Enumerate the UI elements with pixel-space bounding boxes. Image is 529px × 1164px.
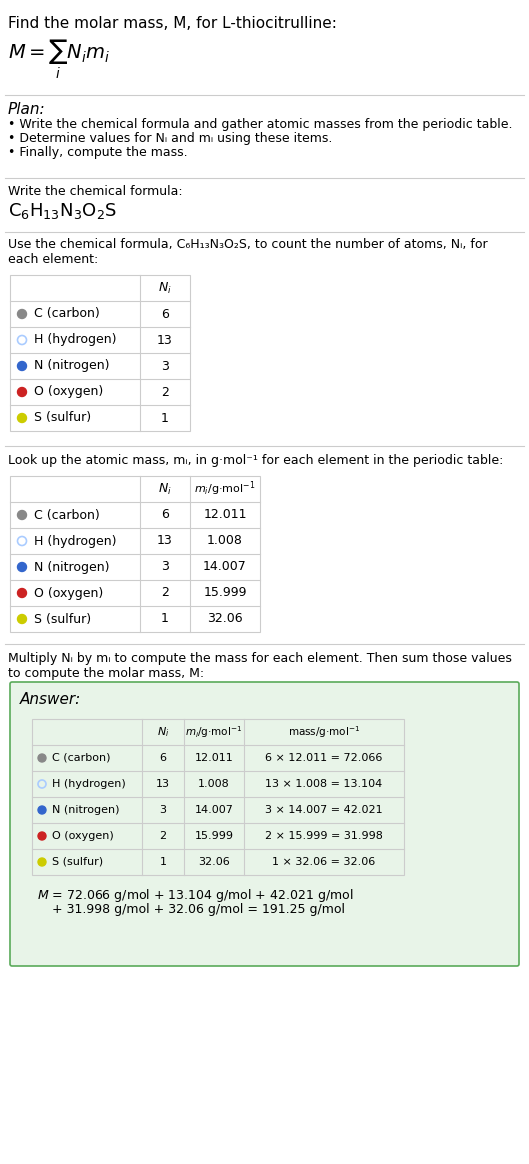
Text: $m_i$/g·mol$^{-1}$: $m_i$/g·mol$^{-1}$ xyxy=(185,724,243,740)
Text: • Write the chemical formula and gather atomic masses from the periodic table.: • Write the chemical formula and gather … xyxy=(8,118,513,132)
Text: C (carbon): C (carbon) xyxy=(34,509,100,521)
Text: Find the molar mass, M, for L-thiocitrulline:: Find the molar mass, M, for L-thiocitrul… xyxy=(8,16,337,31)
Text: 1.008: 1.008 xyxy=(207,534,243,547)
Text: 6 × 12.011 = 72.066: 6 × 12.011 = 72.066 xyxy=(266,753,382,762)
Text: 15.999: 15.999 xyxy=(195,831,233,842)
Text: 3: 3 xyxy=(161,360,169,372)
Text: H (hydrogen): H (hydrogen) xyxy=(52,779,126,789)
Text: C (carbon): C (carbon) xyxy=(34,307,100,320)
Text: 1.008: 1.008 xyxy=(198,779,230,789)
Text: 3 × 14.007 = 42.021: 3 × 14.007 = 42.021 xyxy=(265,805,383,815)
Circle shape xyxy=(17,615,26,624)
Text: 1: 1 xyxy=(161,612,169,625)
Text: 2 × 15.999 = 31.998: 2 × 15.999 = 31.998 xyxy=(265,831,383,842)
Circle shape xyxy=(38,832,46,840)
Text: Use the chemical formula, C₆H₁₃N₃O₂S, to count the number of atoms, Nᵢ, for
each: Use the chemical formula, C₆H₁₃N₃O₂S, to… xyxy=(8,237,488,267)
Text: N (nitrogen): N (nitrogen) xyxy=(34,561,110,574)
Text: 6: 6 xyxy=(161,307,169,320)
Text: $N_i$: $N_i$ xyxy=(158,281,172,296)
Text: $N_i$: $N_i$ xyxy=(158,482,172,497)
Text: 12.011: 12.011 xyxy=(195,753,233,762)
Text: 3: 3 xyxy=(160,805,167,815)
Text: 2: 2 xyxy=(161,385,169,398)
Text: C (carbon): C (carbon) xyxy=(52,753,111,762)
FancyBboxPatch shape xyxy=(10,682,519,966)
Text: $M$ = 72.066 g/mol + 13.104 g/mol + 42.021 g/mol: $M$ = 72.066 g/mol + 13.104 g/mol + 42.0… xyxy=(37,887,353,904)
Text: $\mathregular{C_6H_{13}N_3O_2S}$: $\mathregular{C_6H_{13}N_3O_2S}$ xyxy=(8,201,117,221)
Text: O (oxygen): O (oxygen) xyxy=(52,831,114,842)
Text: O (oxygen): O (oxygen) xyxy=(34,587,103,599)
Circle shape xyxy=(17,562,26,572)
Bar xyxy=(10,476,260,632)
Text: 13 × 1.008 = 13.104: 13 × 1.008 = 13.104 xyxy=(266,779,382,789)
Text: + 31.998 g/mol + 32.06 g/mol = 191.25 g/mol: + 31.998 g/mol + 32.06 g/mol = 191.25 g/… xyxy=(52,903,345,916)
Text: 13: 13 xyxy=(157,534,173,547)
Text: $m_i$/g·mol$^{-1}$: $m_i$/g·mol$^{-1}$ xyxy=(194,480,256,498)
Text: S (sulfur): S (sulfur) xyxy=(34,412,91,425)
Text: mass/g·mol$^{-1}$: mass/g·mol$^{-1}$ xyxy=(288,724,360,740)
Text: H (hydrogen): H (hydrogen) xyxy=(34,534,116,547)
Text: O (oxygen): O (oxygen) xyxy=(34,385,103,398)
Text: S (sulfur): S (sulfur) xyxy=(34,612,91,625)
Text: 1: 1 xyxy=(161,412,169,425)
Text: Write the chemical formula:: Write the chemical formula: xyxy=(8,185,183,198)
Text: $N_i$: $N_i$ xyxy=(157,725,169,739)
Text: 14.007: 14.007 xyxy=(195,805,233,815)
Text: 1 × 32.06 = 32.06: 1 × 32.06 = 32.06 xyxy=(272,857,376,867)
Text: 3: 3 xyxy=(161,561,169,574)
Circle shape xyxy=(17,310,26,319)
Text: Look up the atomic mass, mᵢ, in g·mol⁻¹ for each element in the periodic table:: Look up the atomic mass, mᵢ, in g·mol⁻¹ … xyxy=(8,454,504,467)
Text: 13: 13 xyxy=(156,779,170,789)
Text: H (hydrogen): H (hydrogen) xyxy=(34,334,116,347)
Text: 14.007: 14.007 xyxy=(203,561,247,574)
Text: 32.06: 32.06 xyxy=(198,857,230,867)
Text: • Determine values for Nᵢ and mᵢ using these items.: • Determine values for Nᵢ and mᵢ using t… xyxy=(8,132,332,146)
Text: Plan:: Plan: xyxy=(8,102,45,118)
Circle shape xyxy=(17,589,26,597)
Text: • Finally, compute the mass.: • Finally, compute the mass. xyxy=(8,146,188,159)
Bar xyxy=(10,275,190,431)
Text: 1: 1 xyxy=(160,857,167,867)
Circle shape xyxy=(17,413,26,423)
Circle shape xyxy=(38,805,46,814)
Text: Answer:: Answer: xyxy=(20,693,81,707)
Bar xyxy=(32,719,404,875)
Text: 32.06: 32.06 xyxy=(207,612,243,625)
Text: 12.011: 12.011 xyxy=(203,509,247,521)
Text: N (nitrogen): N (nitrogen) xyxy=(52,805,120,815)
Circle shape xyxy=(38,858,46,866)
Text: $M = \sum_i N_i m_i$: $M = \sum_i N_i m_i$ xyxy=(8,38,110,81)
Circle shape xyxy=(17,388,26,397)
Text: S (sulfur): S (sulfur) xyxy=(52,857,103,867)
Circle shape xyxy=(17,362,26,370)
Circle shape xyxy=(38,754,46,762)
Text: 15.999: 15.999 xyxy=(203,587,247,599)
Text: 6: 6 xyxy=(160,753,167,762)
Text: 13: 13 xyxy=(157,334,173,347)
Text: 6: 6 xyxy=(161,509,169,521)
Text: N (nitrogen): N (nitrogen) xyxy=(34,360,110,372)
Text: 2: 2 xyxy=(159,831,167,842)
Circle shape xyxy=(17,511,26,519)
Text: Multiply Nᵢ by mᵢ to compute the mass for each element. Then sum those values
to: Multiply Nᵢ by mᵢ to compute the mass fo… xyxy=(8,652,512,680)
Text: 2: 2 xyxy=(161,587,169,599)
